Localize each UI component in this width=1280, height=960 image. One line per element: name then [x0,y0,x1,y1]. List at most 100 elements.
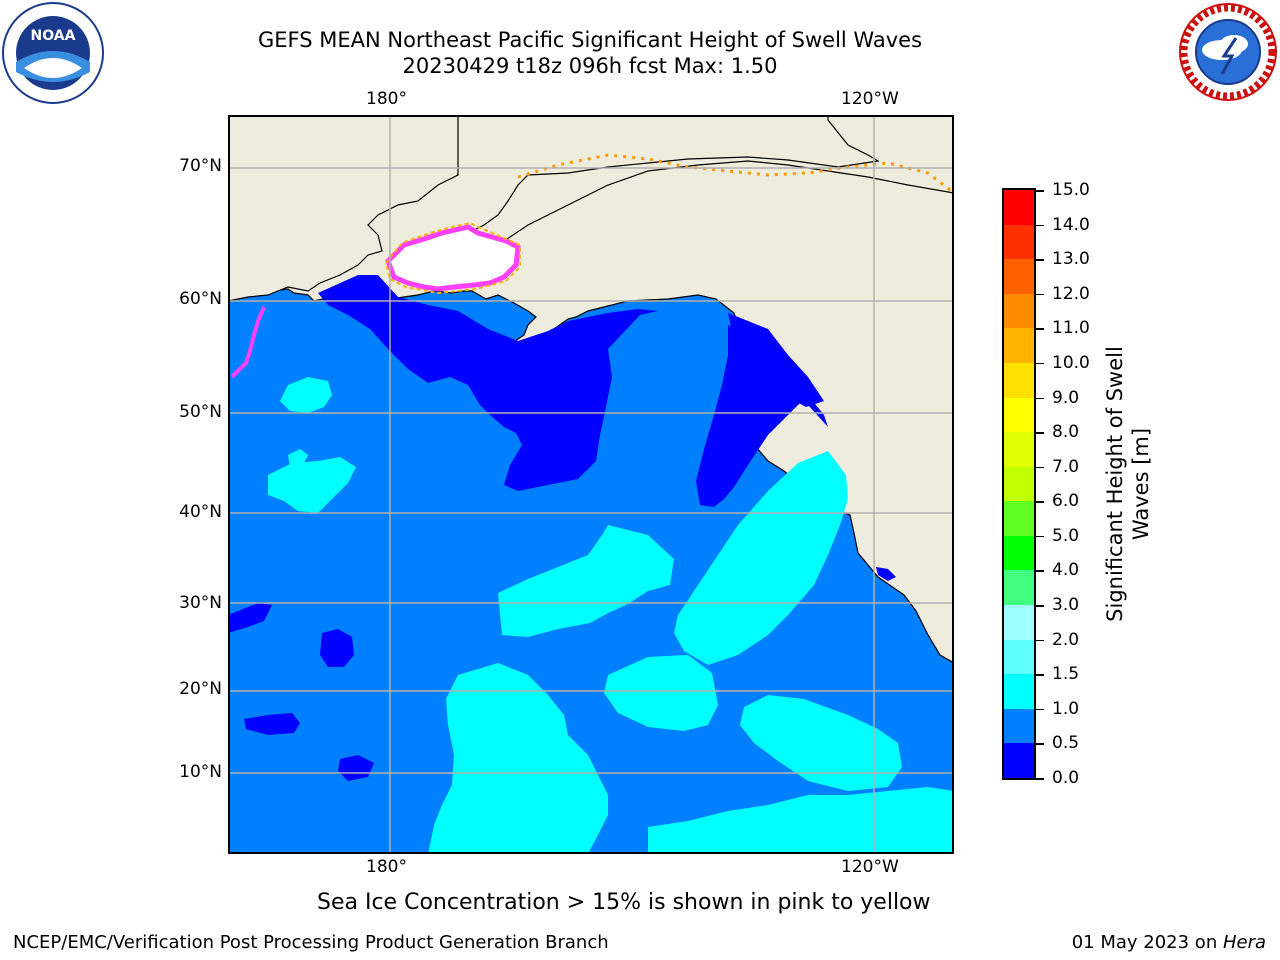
colorbar-bin [1004,328,1034,364]
deep-region-coast [696,325,828,507]
colorbar-tick-label: 5.0 [1052,525,1080,546]
colorbar-tick-mark [1036,501,1044,503]
cyan-region-4 [674,451,848,665]
cyan-region-5 [604,655,718,731]
cyan-region-6 [428,663,608,854]
lat-label-20n: 20°N [179,679,222,699]
colorbar-tick-label: 3.0 [1052,595,1080,616]
colorbar-bin [1004,432,1034,468]
colorbar-tick-mark [1036,397,1044,400]
cyan-region-1 [280,377,332,413]
colorbar-tick-label: 8.0 [1052,422,1080,443]
colorbar-tick-mark [1036,605,1044,607]
sea-ice-note: Sea Ice Concentration > 15% is shown in … [317,890,931,915]
colorbar-tick-label: 13.0 [1052,249,1090,270]
colorbar-bin [1004,605,1034,641]
colorbar-tick-label: 0.5 [1052,733,1080,754]
footer-date-text: 01 May 2023 on [1071,932,1223,953]
colorbar-tick-label: 0.0 [1052,768,1080,788]
colorbar-tick-label: 9.0 [1052,387,1080,408]
noaa-logo: NOAA [2,2,104,104]
colorbar-tick-label: 12.0 [1052,283,1090,304]
alaska-land [467,115,954,267]
lat-label-60n: 60°N [179,289,222,309]
colorbar-tick-label: 14.0 [1052,214,1090,235]
deep-region-gulf [728,313,824,407]
graticule [228,115,954,854]
colorbar-bin [1004,570,1034,606]
chart-title-line2: 20230429 t18z 096h fcst Max: 1.50 [402,54,778,78]
map-frame [228,115,954,854]
lat-label-70n: 70°N [179,156,222,176]
cyan-region-9 [288,449,308,467]
deep-region-west1 [228,603,272,633]
siberia-land [228,115,459,302]
colorbar-tick-mark [1036,570,1044,572]
sea-ice-arctic [517,153,954,195]
colorbar-tick-label: 6.0 [1052,491,1080,512]
lat-label-10n: 10°N [179,762,222,782]
lon-label-bottom-120w: 120°W [841,857,899,877]
colorbar-bin [1004,224,1034,260]
sea-ice-fringe-orange [384,221,521,295]
colorbar-tick-mark [1036,708,1044,711]
colorbar-bin [1004,293,1034,329]
nws-logo [1178,2,1278,102]
deep-region-bering [318,275,658,491]
colorbar-tick-label: 11.0 [1052,318,1090,339]
colorbar-tick-label: 15.0 [1052,180,1090,200]
sea-ice-bering [385,224,521,292]
lon-label-top-120w: 120°W [841,89,899,109]
colorbar-tick-label: 1.0 [1052,698,1080,719]
colorbar-bin [1004,362,1034,399]
colorbar-tick-label: 7.0 [1052,456,1080,477]
lat-label-30n: 30°N [179,593,222,613]
cyan-region-2 [268,457,356,513]
colorbar-tick-mark [1036,190,1044,192]
map-panel [228,115,954,854]
footer-host: Hera [1222,932,1266,953]
colorbar-bin [1004,466,1034,502]
colorbar-tick-mark [1036,293,1044,296]
lon-label-bottom-180: 180° [366,857,407,877]
lat-label-40n: 40°N [179,502,222,522]
colorbar-bins [1004,190,1034,779]
colorbar-bin [1004,535,1034,571]
colorbar-tick-label: 4.0 [1052,560,1080,581]
colorbar-tick-mark [1036,259,1044,261]
colorbar-tick-label: 10.0 [1052,352,1090,373]
lon-label-top-180: 180° [366,89,407,109]
deep-region-west2 [320,629,354,667]
colorbar [1002,188,1036,780]
colorbar-tick-mark [1036,328,1044,330]
colorbar-bin [1004,259,1034,295]
colorbar-tick-mark [1036,778,1044,780]
cyan-region-8 [648,787,954,854]
colorbar-tick-mark [1036,224,1044,227]
colorbar-bin [1004,708,1034,744]
colorbar-bin [1004,501,1034,537]
noaa-logo-text: NOAA [31,28,76,44]
colorbar-tick-mark [1036,432,1044,434]
deep-region-east-coast [876,567,896,581]
colorbar-tick-mark [1036,466,1044,469]
lat-label-50n: 50°N [179,402,222,422]
colorbar-tick-mark [1036,535,1044,538]
colorbar-tick-mark [1036,743,1044,745]
chart-title-line1: GEFS MEAN Northeast Pacific Significant … [257,28,923,52]
colorbar-bin [1004,397,1034,433]
cyan-region-3 [498,525,674,637]
cyan-region-7 [740,695,902,791]
colorbar-tick-label: 1.5 [1052,664,1080,685]
colorbar-bin [1004,674,1034,710]
colorbar-tick-label: 2.0 [1052,629,1080,650]
colorbar-tick-mark [1036,639,1044,642]
deep-region-west4 [338,755,374,781]
colorbar-bin [1004,190,1034,226]
footer-credit: NCEP/EMC/Verification Post Processing Pr… [13,932,609,953]
colorbar-bin [1004,639,1034,675]
colorbar-tick-mark [1036,362,1044,365]
deep-region-west3 [244,713,300,735]
colorbar-tick-mark [1036,674,1044,676]
sea-ice-west-coast [230,306,266,379]
